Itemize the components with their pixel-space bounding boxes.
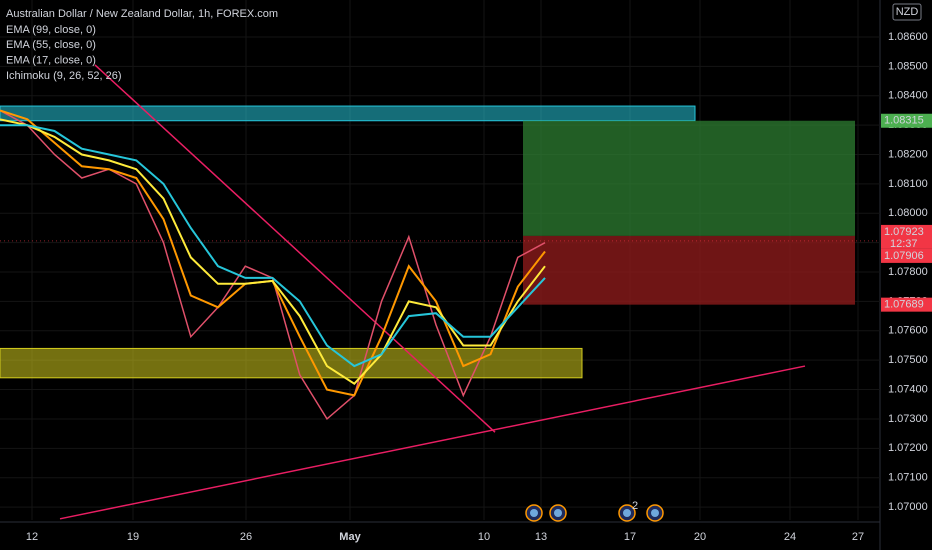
x-tick-label: 17 (624, 531, 636, 543)
chart-title: Australian Dollar / New Zealand Dollar, … (6, 8, 278, 20)
currency: NZD (896, 6, 919, 18)
currency-box (892, 3, 922, 21)
y-tick-label: 1.08100 (888, 178, 928, 190)
x-tick-label: 13 (535, 531, 547, 543)
x-tick-label: 10 (478, 531, 490, 543)
event-icon-globe (623, 509, 631, 517)
x-tick-label: 24 (784, 531, 796, 543)
price-label: 1.07689 (884, 299, 924, 311)
trendline (94, 64, 496, 433)
y-tick-label: 1.08600 (888, 31, 928, 43)
countdown: 12:37 (890, 238, 918, 250)
price-label: 1.07906 (884, 250, 924, 262)
y-tick-label: 1.07100 (888, 472, 928, 484)
loss-zone (523, 235, 855, 305)
y-tick-label: 1.08400 (888, 90, 928, 102)
price-label-box (881, 224, 932, 249)
indicator-label: EMA (99, close, 0) (6, 24, 96, 36)
x-tick-label: 19 (127, 531, 139, 543)
y-tick-label: 1.08000 (888, 207, 928, 219)
y-tick-label: 1.07300 (888, 413, 928, 425)
price-label-box (881, 297, 932, 312)
x-tick-label: May (339, 531, 361, 543)
x-tick-label: 12 (26, 531, 38, 543)
zone (0, 347, 583, 379)
y-tick-label: 1.07200 (888, 442, 928, 454)
event-count: 2 (632, 500, 638, 512)
x-tick-label: 27 (852, 531, 864, 543)
y-tick-label: 1.07000 (888, 501, 928, 513)
price-label: 1.07923 (884, 226, 924, 238)
zone (0, 105, 696, 122)
ema-line (0, 118, 546, 385)
event-icon-globe (554, 509, 562, 517)
price-label-box (881, 113, 932, 128)
y-tick-label: 1.07500 (888, 354, 928, 366)
x-tick-label: 26 (240, 531, 252, 543)
event-icon-globe (651, 509, 659, 517)
ema-line (0, 124, 546, 368)
price-label: 1.08315 (884, 115, 924, 127)
x-tick-label: 20 (694, 531, 706, 543)
indicator-label: EMA (55, close, 0) (6, 39, 96, 51)
trendline (59, 365, 806, 520)
y-tick-label: 1.07400 (888, 383, 928, 395)
y-tick-label: 1.07800 (888, 266, 928, 278)
price-label-box (881, 248, 932, 263)
event-icon-globe (530, 509, 538, 517)
indicator-label: Ichimoku (9, 26, 52, 26) (6, 70, 122, 82)
y-tick-label: 1.07600 (888, 325, 928, 337)
indicator-label: EMA (17, close, 0) (6, 55, 96, 67)
y-tick-label: 1.08200 (888, 148, 928, 160)
y-tick-label: 1.08500 (888, 60, 928, 72)
profit-zone (523, 120, 855, 236)
